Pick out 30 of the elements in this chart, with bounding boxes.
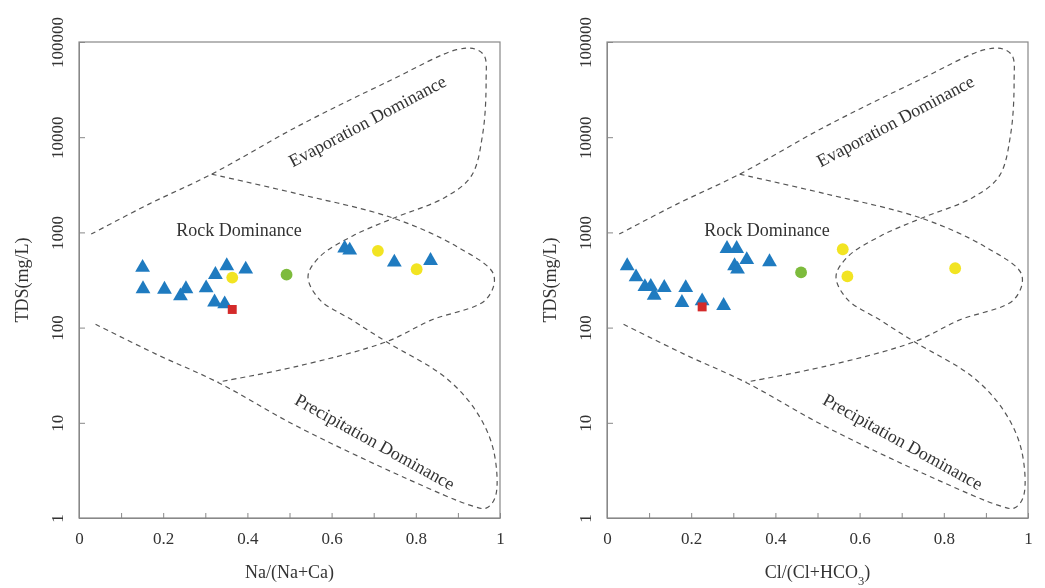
x-tick-label: 0.4 — [237, 529, 260, 549]
y-tick-label: 10000 — [47, 116, 67, 159]
y-axis-title: TDS(mg/L) — [540, 237, 561, 323]
y-tick-label: 10 — [47, 414, 67, 432]
y-tick-label: 10 — [575, 414, 595, 432]
annotation: Rock Dominance — [176, 219, 302, 240]
x-tick-label: 0.8 — [405, 529, 427, 549]
y-tick-label: 100 — [47, 315, 67, 341]
x-tick-label: 0.6 — [321, 529, 343, 549]
x-tick-label: 1 — [496, 529, 505, 549]
x-tick-label: 0.8 — [933, 529, 955, 549]
y-tick-label: 1000 — [575, 215, 595, 250]
y-tick-label: 100000 — [47, 17, 67, 68]
y-tick-label: 100000 — [575, 17, 595, 68]
x-axis-title: Na/(Na+Ca) — [244, 562, 335, 583]
x-tick-label: 1 — [1024, 529, 1033, 549]
x-tick-label: 0.2 — [681, 529, 703, 549]
y-axis-title: TDS(mg/L) — [12, 237, 33, 323]
y-tick-label: 1 — [575, 514, 595, 523]
y-tick-label: 1 — [47, 514, 67, 523]
annotation: Rock Dominance — [704, 219, 830, 240]
x-tick-label: 0.4 — [765, 529, 788, 549]
x-tick-label: 0 — [603, 529, 612, 549]
y-tick-label: 1000 — [47, 215, 67, 250]
x-tick-label: 0.6 — [849, 529, 871, 549]
x-tick-label: 0.2 — [153, 529, 175, 549]
x-axis-title: Cl/(Cl+HCO$_{3}$) — [764, 562, 871, 588]
y-tick-label: 100 — [575, 315, 595, 341]
x-tick-label: 0 — [75, 529, 84, 549]
y-tick-label: 10000 — [575, 116, 595, 159]
